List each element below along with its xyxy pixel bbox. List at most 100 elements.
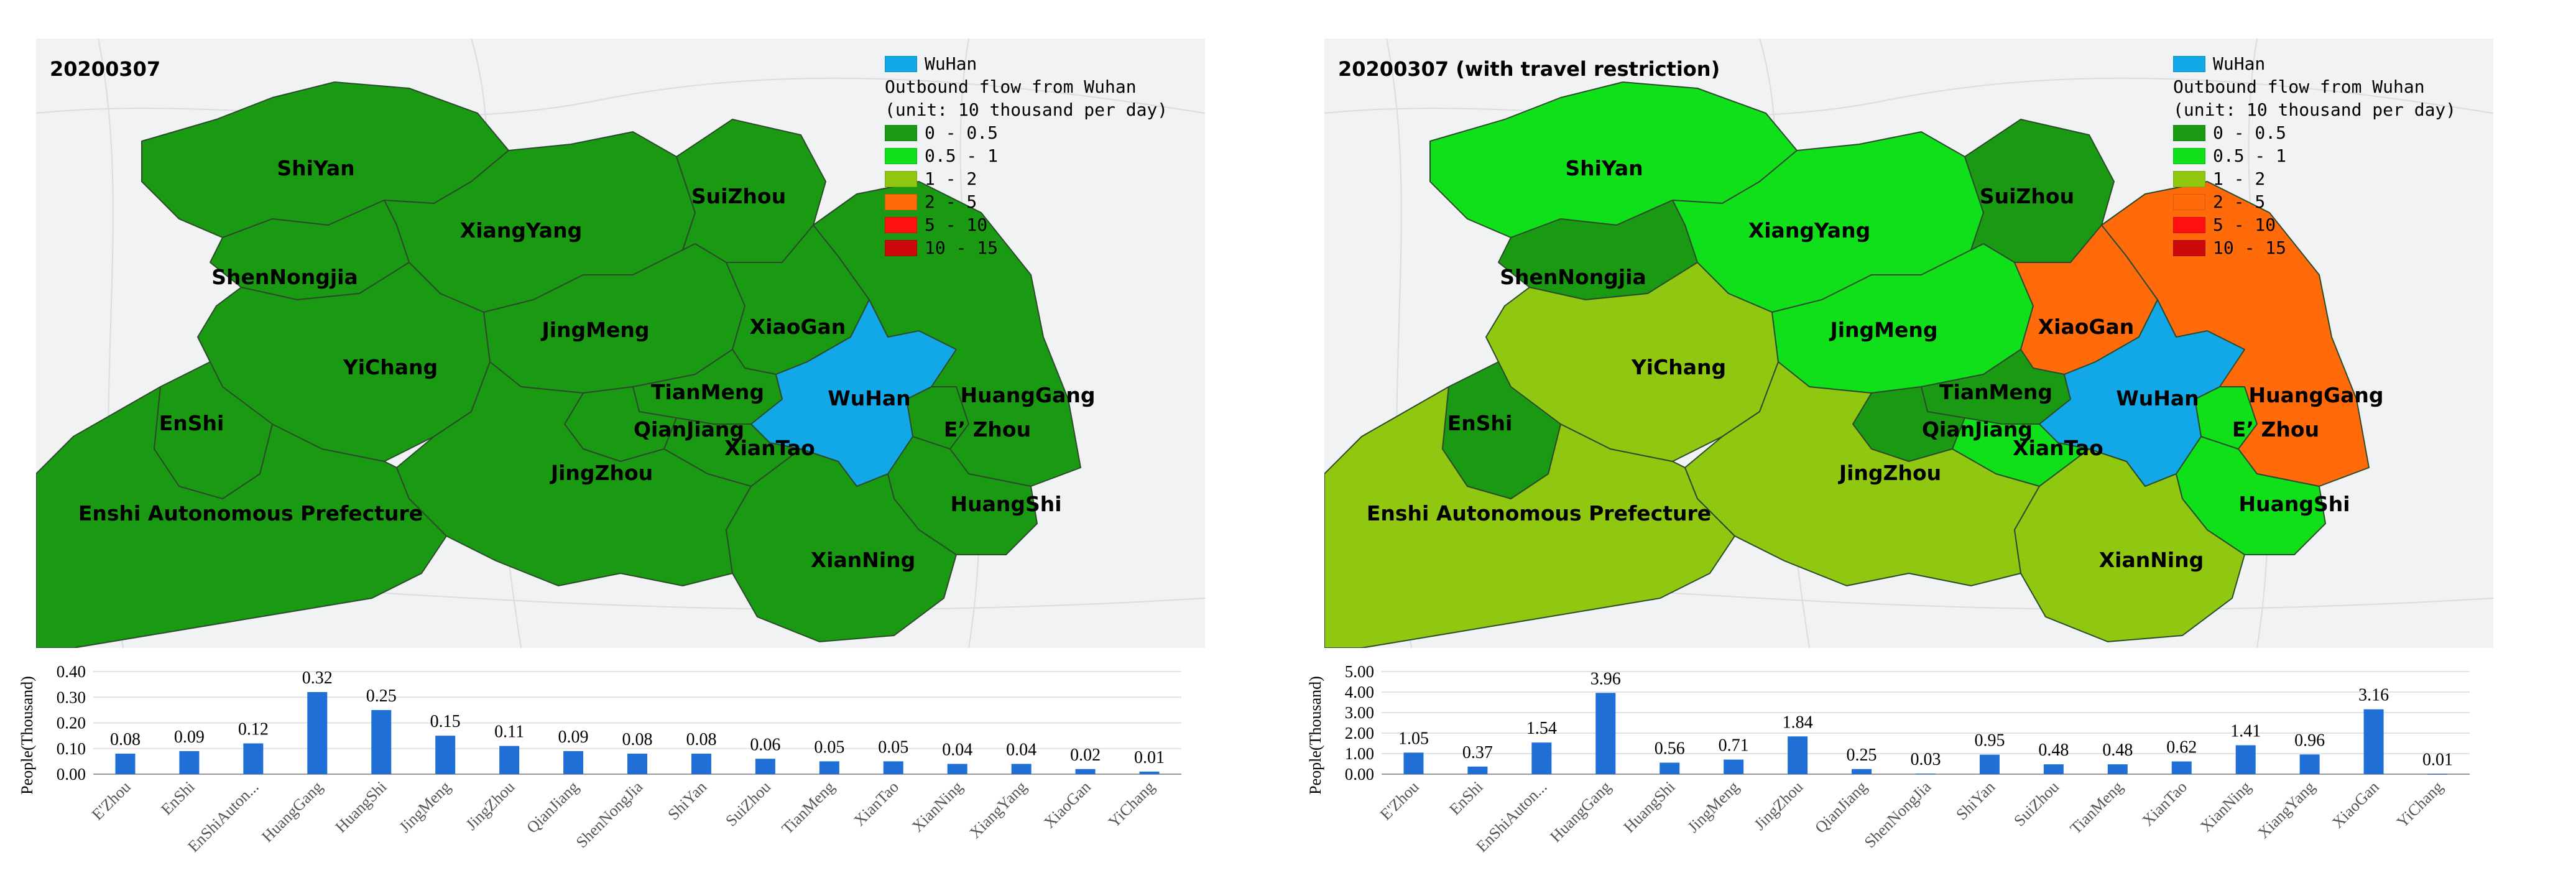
- region-huangshi: [2176, 436, 2326, 555]
- legend-class-label: 0.5 - 1: [2213, 146, 2287, 166]
- map-area-right: Enshi Autonomous Prefecture EnShi ShiYan Xi…: [1324, 39, 2493, 648]
- region-label-suizhou: SuiZhou: [1980, 184, 2074, 208]
- legend-class-label: 2 - 5: [2213, 192, 2266, 212]
- bar: [243, 743, 264, 774]
- y-tick-label: 3.00: [1345, 703, 1374, 722]
- hubei-map-left: Enshi Autonomous Prefecture EnShi ShiYan Xi…: [36, 39, 1205, 648]
- x-category-label: ShenNongJia: [1861, 777, 1935, 851]
- bar: [1403, 752, 1424, 774]
- bar-value-label: 3.96: [1590, 669, 1621, 688]
- bar: [1595, 693, 1616, 774]
- y-tick-label: 0.10: [57, 739, 86, 758]
- x-category-label: HuangShi: [331, 778, 390, 836]
- bar: [1660, 762, 1680, 774]
- region-labels-right: Enshi Autonomous Prefecture EnShi ShiYan Xi…: [1367, 156, 2384, 572]
- bar-value-label: 0.08: [686, 730, 716, 749]
- legend-class-label: 0 - 0.5: [925, 122, 999, 143]
- bar: [2235, 745, 2256, 774]
- bar-value-label: 0.08: [622, 730, 653, 749]
- bar-value-label: 0.48: [2038, 741, 2069, 760]
- x-category-label: XiangYang: [966, 778, 1030, 842]
- region-label-jingzhou: JingZhou: [550, 461, 653, 485]
- bar: [1467, 766, 1488, 774]
- x-category-label: SuiZhou: [722, 778, 774, 830]
- legend-class-row: 1 - 2: [885, 167, 1168, 190]
- bar-value-label: 1.54: [1526, 719, 1557, 738]
- legend-swatch: [2173, 147, 2205, 164]
- bar-value-label: 0.03: [1911, 750, 1941, 769]
- region-huangshi: [887, 436, 1038, 555]
- bar-chart-svg-left: 0.00 0.10 0.20 0.30 0.40 People(Thousand) 0.08…: [18, 662, 1181, 856]
- legend-classes: 0 - 0.5 0.5 - 1 1 - 2 2 - 5 5 - 10 10 - 15: [885, 121, 1168, 259]
- legend-class-row: 5 - 10: [2173, 213, 2456, 236]
- x-category-label: JingZhou: [462, 778, 518, 834]
- bar: [627, 754, 647, 774]
- legend-class-label: 0 - 0.5: [2213, 122, 2287, 143]
- map-panel-right: Enshi Autonomous Prefecture EnShi ShiYan Xi…: [1288, 0, 2576, 878]
- legend-class-label: 1 - 2: [925, 169, 977, 189]
- bar-value-label: 0.04: [1006, 741, 1036, 760]
- bar-value-label: 0.11: [494, 723, 524, 742]
- map-area-left: Enshi Autonomous Prefecture EnShi ShiYan Xi…: [36, 39, 1205, 648]
- legend-title-line2: (unit: 10 thousand per day): [2173, 99, 2457, 120]
- legend-title-line1: Outbound flow from Wuhan: [2173, 76, 2425, 97]
- x-category-label: XianNing: [908, 778, 966, 836]
- y-axis-label: People(Thousand): [1306, 676, 1324, 795]
- regions-left: [36, 81, 1081, 648]
- bar: [947, 764, 967, 774]
- legend-swatch: [885, 170, 917, 187]
- legend-class-row: 10 - 15: [2173, 236, 2456, 259]
- x-category-label: TianMeng: [778, 778, 838, 838]
- bar-value-label: 0.05: [814, 737, 844, 757]
- bar-value-label: 0.56: [1655, 739, 1685, 759]
- region-label-ezhou: E’ Zhou: [944, 417, 1031, 441]
- x-category-label: XianNing: [2197, 778, 2255, 836]
- bar-value-label: 0.04: [942, 741, 972, 760]
- region-label-xianning: XianNing: [2099, 548, 2204, 572]
- region-label-xiangyang: XiangYang: [1748, 218, 1870, 243]
- bar: [371, 709, 392, 774]
- legend-class-label: 5 - 10: [2213, 215, 2276, 235]
- y-tick-label: 5.00: [1345, 662, 1374, 681]
- bar: [819, 761, 839, 774]
- map-panel-left: Enshi Autonomous Prefecture EnShi ShiYan Xi…: [18, 39, 1205, 856]
- region-label-yichang: YiChang: [343, 355, 438, 379]
- x-category-label: JingMeng: [395, 778, 454, 836]
- bar: [1788, 736, 1808, 774]
- region-label-huangshi: HuangShi: [2238, 492, 2350, 516]
- bar-value-label: 0.25: [1847, 746, 1877, 765]
- region-label-suizhou: SuiZhou: [691, 184, 786, 208]
- bar-value-label: 0.71: [1719, 736, 1749, 756]
- bar: [1075, 769, 1096, 774]
- legend-class-label: 0.5 - 1: [925, 146, 999, 166]
- bar-value-label: 0.95: [1974, 731, 2005, 751]
- region-label-yichang: YiChang: [1631, 355, 1726, 379]
- legend-class-row: 2 - 5: [885, 190, 1168, 213]
- legend-class-row: 0 - 0.5: [885, 121, 1168, 144]
- legend-swatch: [2173, 216, 2205, 233]
- legend-class-row: 1 - 2: [2173, 167, 2456, 190]
- y-tick-label: 0.40: [57, 662, 86, 681]
- region-label-enshi: Enshi Autonomous Prefecture: [1367, 501, 1711, 525]
- x-category-label: ShiYan: [664, 778, 710, 824]
- region-label-enshi: EnShi: [1447, 411, 1513, 435]
- region-label-ezhou: E’ Zhou: [2232, 417, 2319, 441]
- x-category-label: JingZhou: [1750, 778, 1806, 834]
- legend-title-line1: Outbound flow from Wuhan: [885, 76, 1137, 97]
- legend-swatch: [2173, 193, 2205, 210]
- bar-value-label: 0.37: [1462, 743, 1493, 762]
- legend-swatch: [885, 216, 917, 233]
- region-label-xiantao: XianTao: [724, 436, 815, 460]
- x-category-label: XiangYang: [2254, 778, 2318, 842]
- region-wuhan: [750, 299, 957, 487]
- bar: [2427, 774, 2448, 775]
- y-tick-label: 4.00: [1345, 683, 1374, 701]
- bar: [1724, 759, 1744, 774]
- legend-swatch: [885, 239, 917, 256]
- y-tick-label: 0.30: [57, 688, 86, 706]
- bar-value-label: 0.62: [2166, 738, 2197, 757]
- region-label-huangshi: HuangShi: [950, 492, 1061, 516]
- x-category-label: HuangGang: [1546, 778, 1614, 846]
- x-category-label: JingMeng: [1684, 778, 1742, 836]
- x-category-label: QianJiang: [523, 778, 582, 837]
